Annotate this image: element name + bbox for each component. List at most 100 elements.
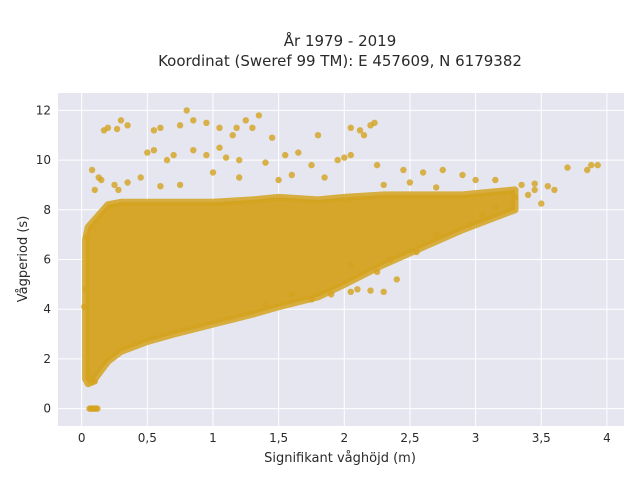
scatter-point-11	[83, 233, 91, 241]
scatter-point-23	[190, 117, 197, 124]
scatter-point-79	[393, 276, 400, 283]
scatter-point-21	[176, 122, 184, 129]
x-tick-label-4: 2	[340, 431, 348, 445]
scatter-point-39	[150, 147, 158, 154]
scatter-point-103	[413, 248, 420, 256]
scatter-point-107	[479, 211, 486, 218]
scatter-point-59	[472, 176, 479, 184]
scatter-point-15	[104, 124, 112, 131]
scatter-point-46	[236, 156, 243, 164]
scatter-point-98	[157, 183, 164, 190]
scatter-point-47	[262, 159, 269, 166]
scatter-point-49	[295, 149, 302, 156]
scatter-point-58	[459, 171, 466, 179]
scatter-point-93	[91, 186, 99, 194]
scatter-point-75	[321, 174, 328, 181]
scatter-point-63	[544, 183, 551, 190]
scatter-point-19	[150, 127, 158, 134]
scatter-point-38	[144, 149, 151, 156]
scatter-point-70	[531, 186, 538, 194]
scatter-point-42	[190, 147, 197, 154]
x-axis-label: Signifikant våghöjd (m)	[264, 451, 416, 466]
scatter-point-45	[222, 154, 230, 161]
scatter-point-20	[157, 124, 164, 131]
scatter-point-7	[85, 368, 92, 375]
scatter-point-101	[236, 174, 243, 181]
scatter-point-41	[170, 151, 177, 159]
chart-title-line1: År 1979 - 2019	[284, 31, 397, 50]
scatter-point-27	[233, 124, 240, 131]
scatter-point-74	[288, 171, 295, 179]
scatter-point-31	[268, 134, 276, 141]
scatter-point-104	[433, 231, 440, 238]
scatter-point-6	[94, 405, 101, 412]
scatter-point-72	[524, 191, 532, 199]
scatter-point-84	[308, 296, 315, 303]
scatter-point-81	[387, 256, 394, 263]
scatter-point-53	[347, 151, 354, 159]
x-tick-label-5: 2,5	[400, 431, 419, 445]
scatter-point-24	[203, 119, 210, 127]
x-tick-label-7: 3,5	[532, 431, 551, 445]
scatter-point-54	[373, 161, 381, 169]
scatter-point-106	[492, 204, 499, 211]
scatter-point-16	[113, 125, 121, 133]
point-cloud-layer	[82, 186, 519, 388]
scatter-point-40	[163, 156, 171, 164]
x-tick-label-1: 0,5	[138, 431, 157, 445]
scatter-point-83	[288, 291, 295, 298]
scatter-point-102	[347, 261, 354, 268]
x-tick-label-6: 3	[472, 431, 480, 445]
scatter-point-33	[347, 124, 354, 131]
y-tick-label-6: 12	[36, 103, 51, 117]
scatter-point-87	[354, 286, 361, 293]
scatter-point-78	[433, 184, 440, 191]
scatter-point-34	[356, 127, 364, 134]
scatter-point-100	[209, 169, 217, 176]
scatter-point-86	[347, 288, 354, 295]
x-tick-label-3: 1,5	[269, 431, 288, 445]
y-tick-label-0: 0	[43, 402, 51, 416]
scatter-point-62	[531, 180, 538, 187]
scatter-point-13	[81, 303, 88, 310]
scatter-point-60	[492, 176, 499, 184]
scatter-point-28	[242, 117, 249, 124]
scatter-point-57	[439, 166, 446, 174]
scatter-point-37	[360, 132, 368, 139]
x-axis-ticks: 0 0,5 1 1,5 2 2,5 3 3,5 4	[78, 431, 611, 445]
scatter-point-10	[91, 378, 99, 385]
scatter-point-66	[594, 161, 601, 169]
scatter-point-71	[551, 186, 558, 194]
scatter-point-30	[249, 124, 256, 131]
scatter-point-91	[111, 181, 118, 189]
y-tick-label-3: 6	[43, 253, 51, 267]
scatter-point-89	[380, 288, 387, 295]
y-axis-label: Vågperiod (s)	[16, 216, 31, 303]
y-tick-label-4: 8	[43, 203, 51, 217]
scatter-point-105	[465, 221, 473, 228]
scatter-point-36	[371, 119, 378, 127]
scatter-point-25	[216, 124, 223, 131]
scatter-point-80	[373, 268, 381, 276]
scatter-point-52	[341, 154, 348, 161]
scatter-point-68	[538, 200, 545, 207]
scatter-point-73	[275, 176, 282, 184]
scatter-point-55	[400, 166, 407, 174]
scatter-point-61	[518, 181, 525, 189]
scatter-point-95	[95, 174, 102, 181]
scatter-point-82	[262, 301, 269, 308]
scatter-point-43	[203, 151, 210, 159]
y-axis-ticks: 0 2 4 6 8 10 12	[36, 103, 51, 415]
scatter-point-18	[124, 122, 131, 129]
scatter-points	[81, 107, 601, 412]
y-tick-label-2: 4	[43, 302, 51, 316]
scatter-point-76	[380, 181, 387, 189]
scatter-point-99	[176, 181, 184, 189]
scatter-point-17	[117, 117, 125, 124]
x-tick-label-0: 0	[78, 431, 86, 445]
point-cloud	[82, 186, 519, 388]
scatter-point-96	[124, 179, 131, 186]
scatter-point-88	[367, 287, 374, 294]
